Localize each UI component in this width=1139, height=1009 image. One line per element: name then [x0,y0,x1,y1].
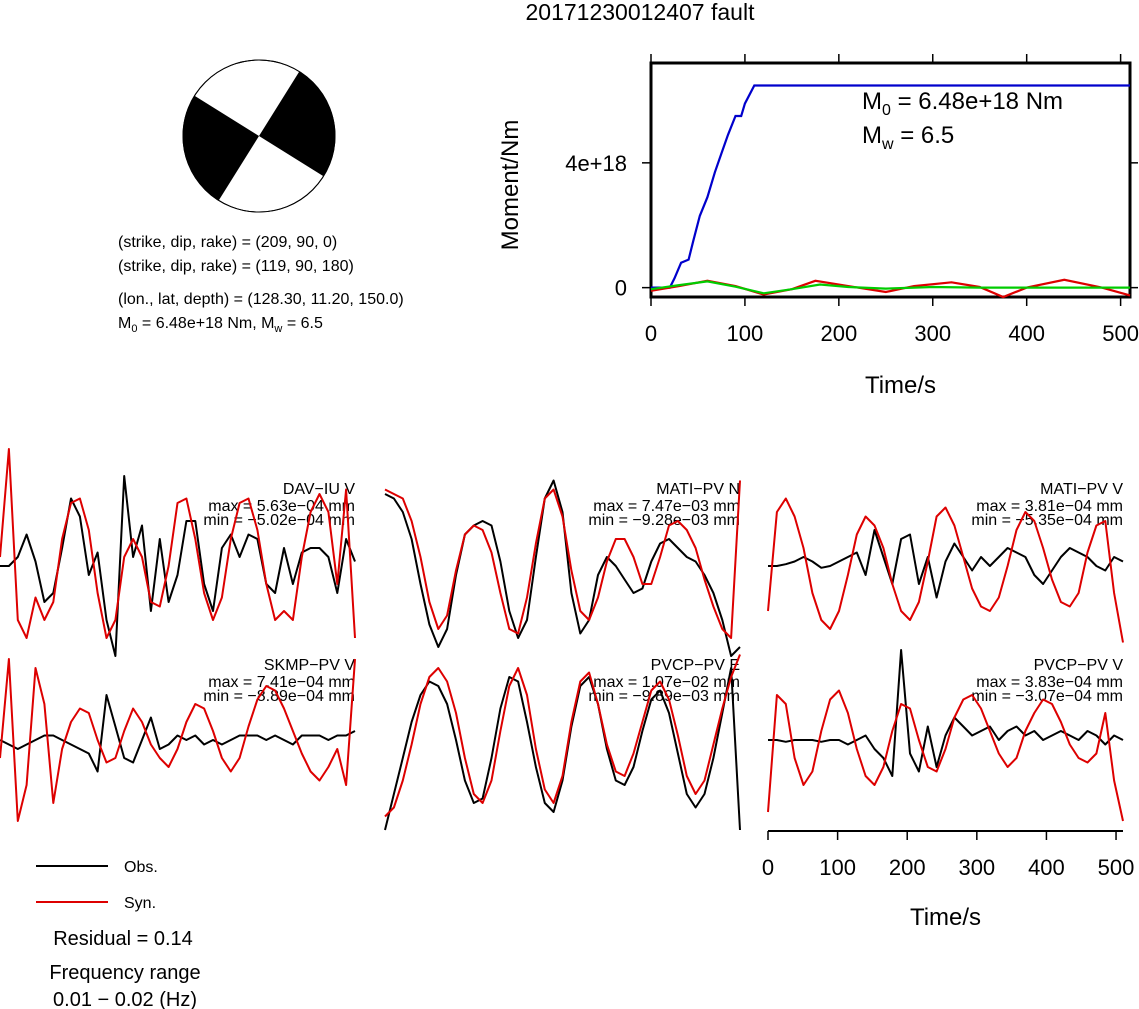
waveform-xlabel: Time/s [910,904,981,931]
station-name: PVCP−PV E [651,657,740,674]
legend-obs-label: Obs. [124,859,158,876]
station-min: min = −5.02e−04 mm [203,512,355,529]
compressional-quadrant [182,95,259,201]
waveform-xtick-label: 500 [1098,855,1135,880]
synthetic-waveform [0,658,356,822]
station-max: max = 3.81e−04 mm [976,498,1123,515]
station-name: SKMP−PV V [264,657,355,674]
station-min: min = −3.07e−04 mm [971,688,1123,705]
moment-ytick-label: 4e+18 [565,151,627,176]
residual-text: Residual = 0.14 [53,928,193,950]
waveform-time-axis: 0 100 200 300 400 500 Time/s [762,830,1135,931]
moment-panel: 0 100 200 300 400 500 0 4e+18 Time/s Moment/Nm [497,54,1139,399]
station-min: min = −5.35e−04 mm [971,512,1123,529]
observed-waveform [0,694,356,773]
nodal-plane-1: (strike, dip, rake) = (209, 90, 0) [118,234,337,251]
moment-xtick-label: 0 [645,321,657,346]
station-max: max = 3.83e−04 mm [976,674,1123,691]
station-name: MATI−PV V [1040,481,1123,498]
waveform-xtick-label: 300 [958,855,995,880]
station-name: DAV−IU V [283,481,356,498]
moment-xtick-label: 100 [727,321,764,346]
moment-mw-annotation: Mw = 6.5 [862,122,954,153]
nodal-plane-2: (strike, dip, rake) = (119, 90, 180) [118,258,354,275]
observed-waveform [768,529,1124,599]
station-min: min = −9.89e−03 mm [588,688,740,705]
legend: Obs. Syn. [36,859,158,912]
legend-syn-label: Syn. [124,895,156,912]
waveform-xtick-label: 100 [819,855,856,880]
waveform-xtick-label: 200 [889,855,926,880]
moment-series-line [650,280,1130,295]
compressional-quadrant [259,71,336,177]
synthetic-waveform [767,689,1124,822]
location-text: (lon., lat, depth) = (128.30, 11.20, 150… [118,291,404,308]
moment-series-line [651,84,1130,289]
waveform-xtick-label: 400 [1028,855,1065,880]
synthetic-waveform [767,497,1124,643]
moment-m0-annotation: M0 = 6.48e+18 Nm [862,88,1063,119]
station-max: max = 7.41e−04 mm [208,674,355,691]
beachball [182,59,336,213]
synthetic-waveform [384,654,741,818]
station-max: max = 7.47e−03 mm [593,498,740,515]
moment-xtick-label: 500 [1102,321,1139,346]
station-max: max = 1.07e−02 mm [593,674,740,691]
synthetic-waveform [0,448,356,639]
station-name: MATI−PV N [656,481,740,498]
moment-xtick-label: 400 [1008,321,1045,346]
station-min: min = −9.28e−03 mm [588,512,740,529]
observed-waveform [384,667,741,831]
frequency-title: Frequency range [49,962,200,984]
moment-summary: M0 = 6.48e+18 Nm, Mw = 6.5 [118,315,323,335]
frequency-value: 0.01 − 0.02 (Hz) [53,989,197,1009]
observed-waveform [384,479,741,657]
moment-frame [649,61,1132,299]
figure-title: 20171230012407 fault [526,0,756,25]
station-name: PVCP−PV V [1034,657,1124,674]
moment-ylabel: Moment/Nm [497,120,524,251]
moment-xtick-label: 300 [914,321,951,346]
synthetic-waveform [384,480,741,639]
observed-waveform [768,649,1124,777]
station-max: max = 5.63e−04 mm [208,498,355,515]
moment-ytick-label: 0 [615,276,627,301]
moment-xlabel: Time/s [865,372,936,399]
beachball-outline [182,59,336,213]
waveform-xtick-label: 0 [762,855,774,880]
moment-xtick-label: 200 [820,321,857,346]
